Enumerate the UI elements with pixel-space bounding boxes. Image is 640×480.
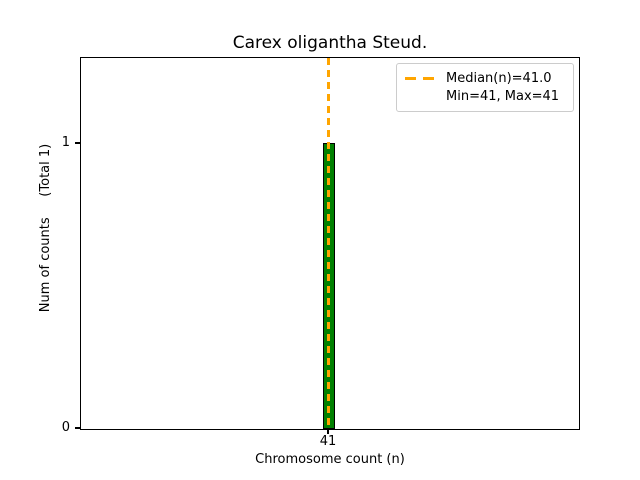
- chart-title: Carex oligantha Steud.: [232, 33, 428, 53]
- x-tick-label-41: 41: [319, 434, 337, 449]
- y-tick-label-1: 1: [61, 135, 70, 150]
- y-axis-label: Num of counts (Total 1): [38, 143, 53, 313]
- y-tick-label-0: 0: [61, 420, 70, 435]
- legend-median-label: Median(n)=41.0: [446, 70, 552, 86]
- y-tick-mark-1: [75, 142, 80, 144]
- median-dashed-line: [327, 58, 330, 429]
- legend-box: Median(n)=41.0 Min=41, Max=41: [396, 63, 574, 112]
- legend-row-median: Median(n)=41.0: [405, 69, 565, 87]
- y-tick-mark-0: [75, 427, 80, 429]
- x-axis-label: Chromosome count (n): [255, 452, 405, 467]
- x-tick-mark-41: [327, 429, 329, 434]
- plot-area: Median(n)=41.0 Min=41, Max=41: [80, 57, 580, 430]
- legend-row-minmax: Min=41, Max=41: [405, 87, 565, 105]
- median-line-sample-icon: [405, 76, 435, 80]
- legend-minmax-label: Min=41, Max=41: [446, 88, 560, 104]
